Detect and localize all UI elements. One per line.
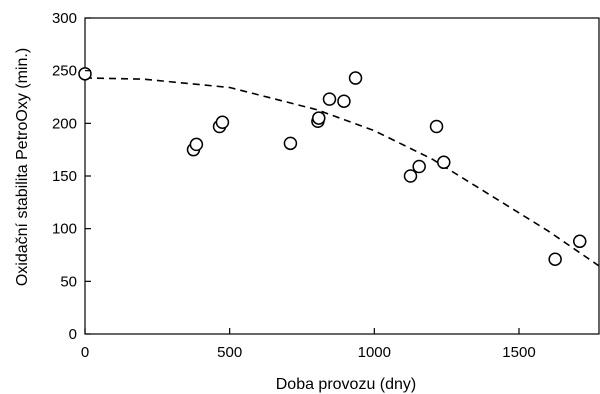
data-point bbox=[429, 119, 444, 134]
y-tick-label: 100 bbox=[52, 221, 77, 238]
data-point bbox=[572, 234, 587, 249]
x-tick-label: 1000 bbox=[358, 344, 391, 361]
data-point bbox=[215, 115, 230, 130]
x-tick-label: 0 bbox=[81, 344, 89, 361]
y-tick-label: 150 bbox=[52, 168, 77, 185]
data-point bbox=[403, 169, 418, 183]
y-tick-label: 250 bbox=[52, 63, 77, 80]
plot-frame bbox=[84, 17, 600, 335]
y-tick-label: 0 bbox=[69, 326, 77, 343]
data-point bbox=[412, 159, 426, 174]
data-point bbox=[548, 252, 562, 266]
data-point bbox=[78, 67, 92, 81]
data-point bbox=[437, 155, 451, 170]
trendline bbox=[84, 77, 600, 268]
data-point bbox=[322, 92, 337, 106]
trendline-path bbox=[84, 77, 600, 268]
y-tick-label: 50 bbox=[60, 273, 77, 290]
data-point bbox=[348, 71, 363, 85]
data-points bbox=[78, 67, 587, 266]
data-point bbox=[283, 136, 298, 151]
y-tick-label: 300 bbox=[52, 10, 77, 27]
y-tick-label: 200 bbox=[52, 115, 77, 132]
x-tick-label: 1500 bbox=[502, 344, 535, 361]
data-point bbox=[189, 137, 204, 152]
x-axis-label: Doba provozu (dny) bbox=[276, 376, 417, 393]
plot-border bbox=[84, 17, 600, 335]
data-point bbox=[312, 111, 326, 125]
x-tick-label: 500 bbox=[217, 344, 242, 361]
data-point bbox=[337, 94, 351, 108]
axis-ticks: 0 500 1000 1500 0 50 100 150 200 250 300 bbox=[52, 10, 536, 361]
y-axis-label: Oxidační stabilita PetroOxy (min.) bbox=[14, 48, 31, 286]
